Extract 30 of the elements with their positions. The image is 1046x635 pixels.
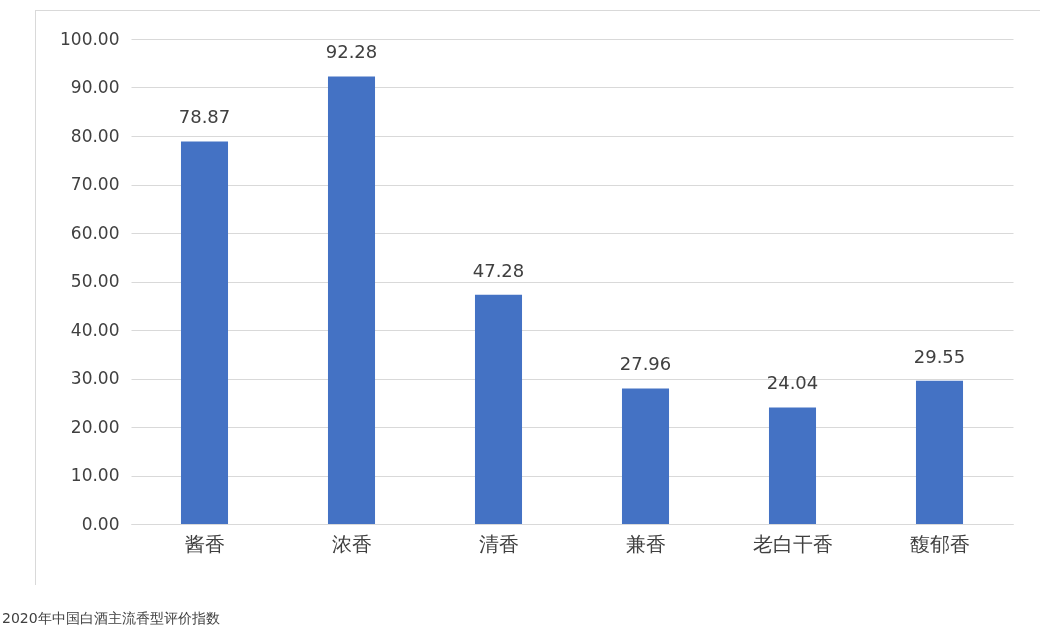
bar — [768, 407, 817, 524]
y-tick-label: 50.00 — [70, 271, 120, 291]
bar — [621, 388, 670, 524]
data-label: 24.04 — [766, 372, 819, 394]
x-tick-label: 酱香 — [184, 531, 225, 556]
data-label: 47.28 — [472, 259, 525, 281]
y-tick-label: 10.00 — [70, 465, 120, 485]
bar — [915, 380, 964, 524]
x-tick-label: 浓香 — [331, 531, 372, 556]
x-tick-label: 兼香 — [625, 531, 666, 556]
data-label: 29.55 — [913, 345, 966, 367]
x-tick-label: 清香 — [478, 531, 519, 556]
y-tick-label: 30.00 — [70, 368, 120, 388]
bar — [180, 141, 229, 524]
data-label: 27.96 — [619, 353, 672, 375]
x-tick-label: 馥郁香 — [909, 531, 970, 556]
y-tick-label: 100.00 — [60, 28, 120, 49]
y-tick-label: 40.00 — [70, 319, 120, 340]
y-tick-label: 0.00 — [81, 513, 120, 534]
y-tick-label: 80.00 — [70, 125, 120, 146]
data-label: 92.28 — [325, 41, 378, 63]
bar — [327, 76, 376, 524]
text: 2020年中国白酒主流香型评价指数 — [2, 610, 220, 628]
y-tick-label: 20.00 — [70, 416, 120, 437]
y-tick-label: 90.00 — [70, 77, 120, 97]
data-label: 78.87 — [178, 106, 231, 128]
bar — [474, 294, 523, 524]
y-tick-label: 70.00 — [70, 174, 120, 194]
y-tick-label: 60.00 — [70, 222, 120, 243]
x-tick-label: 老白干香 — [752, 531, 833, 556]
